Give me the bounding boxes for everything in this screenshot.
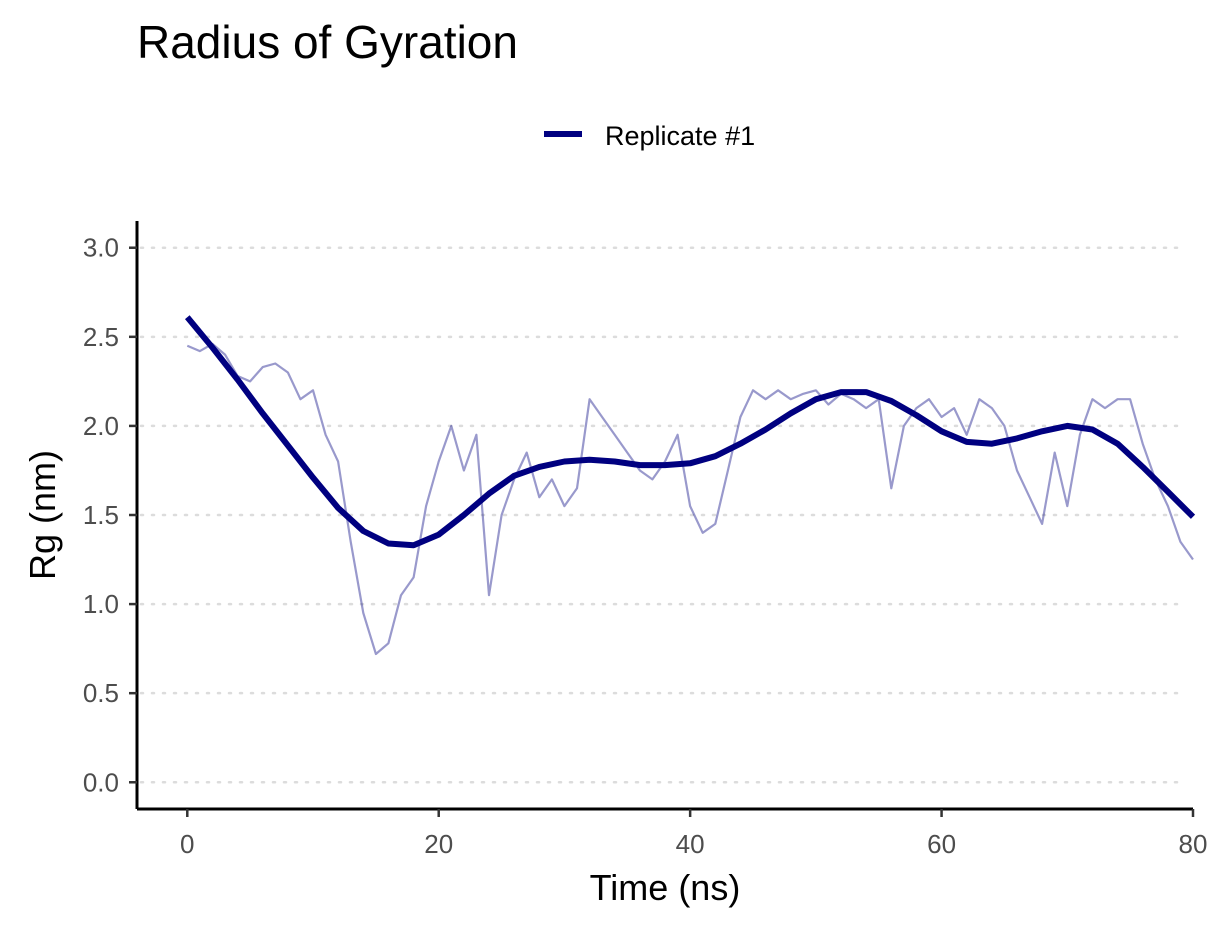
x-tick-label: 20 (424, 829, 453, 859)
x-tick-label: 80 (1179, 829, 1208, 859)
y-tick-label: 0.5 (83, 678, 119, 708)
y-tick-label: 0.0 (83, 767, 119, 797)
x-axis-title: Time (ns) (590, 867, 741, 908)
y-tick-label: 2.0 (83, 411, 119, 441)
y-axis-title: Rg (nm) (22, 450, 63, 580)
series-line-replicate-1-smoothed (184, 315, 1196, 549)
legend-label-replicate-1: Replicate #1 (605, 121, 755, 151)
x-tick-label: 40 (676, 829, 705, 859)
x-tick-label: 0 (180, 829, 194, 859)
gridlines (139, 246, 1187, 784)
plot-series (184, 315, 1196, 656)
y-tick-label: 3.0 (83, 233, 119, 263)
tick-labels: 0.0 0.5 1.0 1.5 2.0 2.5 3.0 0 20 40 60 80 (83, 233, 1208, 859)
series-line-replicate-1-raw (186, 342, 1194, 656)
y-tick-label: 1.0 (83, 589, 119, 619)
y-tick-label: 2.5 (83, 322, 119, 352)
legend: Replicate #1 (544, 121, 755, 151)
y-tick-label: 1.5 (83, 500, 119, 530)
chart-title: Radius of Gyration (137, 16, 518, 68)
x-tick-label: 60 (927, 829, 956, 859)
